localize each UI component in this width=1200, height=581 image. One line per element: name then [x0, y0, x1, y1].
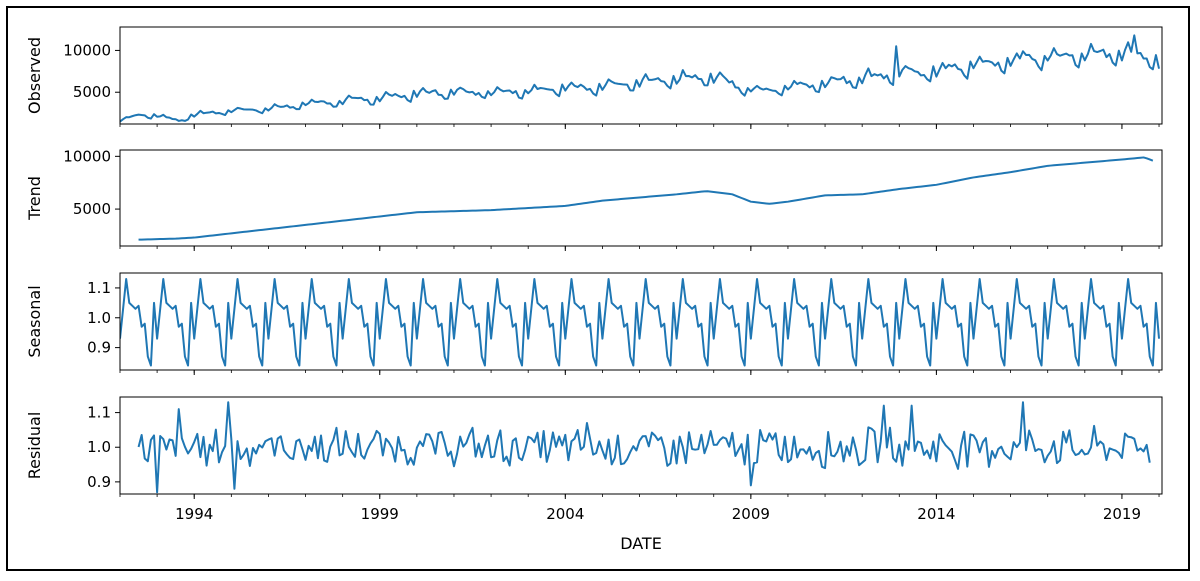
trend-ytick-label: 10000	[63, 147, 111, 165]
residual-axis-label: Residual	[25, 412, 44, 480]
xtick-label-1994: 1994	[175, 505, 213, 523]
residual-ytick-label: 1.0	[87, 438, 111, 456]
observed-ytick-label: 5000	[73, 83, 111, 101]
chart-frame	[6, 6, 1190, 571]
residual-series-line	[137, 401, 1151, 494]
seasonal-axes-box	[119, 272, 1163, 371]
trend-axes-box	[119, 149, 1163, 247]
xtick-label-2004: 2004	[546, 505, 584, 523]
x-axis-label: DATE	[620, 534, 662, 553]
observed-ytick-label: 10000	[63, 41, 111, 59]
seasonal-series-line	[120, 277, 1161, 367]
xtick-label-2014: 2014	[917, 505, 955, 523]
seasonal-ytick-label: 1.0	[87, 309, 111, 327]
xtick-label-2019: 2019	[1103, 505, 1141, 523]
seasonal-ytick-label: 1.1	[87, 279, 111, 297]
panel-seasonal: 0.9 1.0 1.1 Seasonal	[25, 272, 1163, 375]
xtick-label-2009: 2009	[732, 505, 770, 523]
panel-trend: 5000 10000 Trend	[25, 147, 1163, 251]
trend-series-line	[138, 156, 1154, 241]
panel-observed: 5000 10000 Observed	[25, 26, 1163, 129]
residual-ytick-label: 1.1	[87, 404, 111, 422]
observed-series-line	[120, 34, 1161, 123]
xtick-label-1999: 1999	[361, 505, 399, 523]
seasonal-ytick-label: 0.9	[87, 339, 111, 357]
residual-ytick-label: 0.9	[87, 473, 111, 491]
observed-axis-label: Observed	[25, 37, 44, 114]
residual-axes-box	[119, 396, 1163, 495]
seasonal-axis-label: Seasonal	[25, 285, 44, 357]
observed-axes-box	[119, 26, 1163, 125]
panel-residual: 0.9 1.0 1.1 Residual	[25, 396, 1163, 499]
trend-ytick-label: 5000	[73, 200, 111, 218]
trend-axis-label: Trend	[25, 176, 44, 221]
